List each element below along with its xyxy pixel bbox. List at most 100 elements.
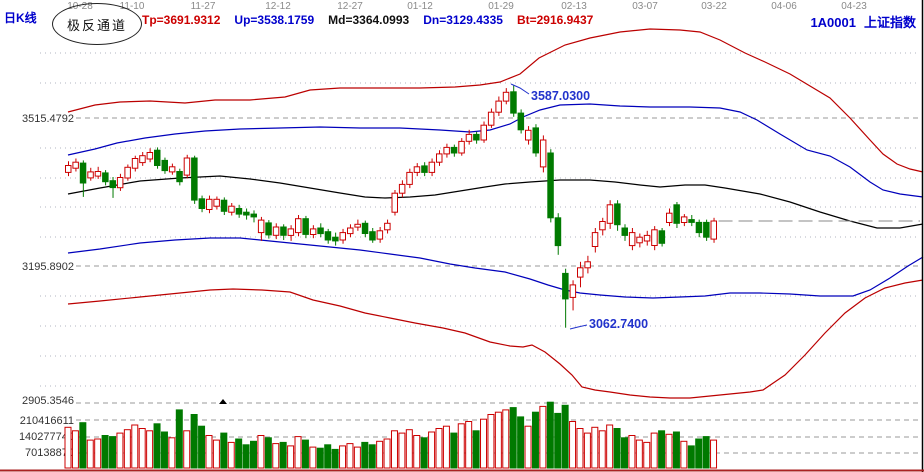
candle-body xyxy=(265,222,272,236)
band-md-line xyxy=(67,175,924,229)
volume-bar xyxy=(583,432,591,469)
volume-bar xyxy=(71,430,79,469)
candle-body xyxy=(539,139,547,168)
date-tick-label: 04-06 xyxy=(771,1,797,12)
volume-bar xyxy=(264,437,272,469)
candle-body xyxy=(562,272,569,300)
volume-bar xyxy=(390,430,398,469)
volume-bar xyxy=(643,441,651,469)
volume-bar xyxy=(606,424,614,469)
volume-bar xyxy=(287,445,295,469)
candle-body xyxy=(206,198,213,211)
date-axis: 10-28 11-10 11-27 12-12 12-27 01-12 01-29 02-13… xyxy=(0,0,924,12)
volume-bar xyxy=(309,446,317,469)
candle-body xyxy=(87,171,94,179)
symbol-box[interactable]: 1A0001 上证指数 xyxy=(802,12,916,31)
axis-label-bg xyxy=(6,413,76,426)
candle-body xyxy=(554,217,562,247)
volume-bar xyxy=(539,405,547,469)
candle-body xyxy=(421,165,428,173)
candle-body xyxy=(384,222,391,231)
period-label[interactable]: 日K线 xyxy=(4,11,37,25)
volume-bar xyxy=(205,435,213,469)
candle-body xyxy=(443,146,450,155)
volume-bar xyxy=(450,432,458,469)
axis-label-bg xyxy=(6,445,76,458)
band-dn-line xyxy=(67,237,924,299)
candle-body xyxy=(79,162,87,184)
volume-bar xyxy=(405,429,413,469)
volume-bar xyxy=(680,440,688,469)
volume-bar xyxy=(316,447,324,469)
candle-body xyxy=(599,221,606,231)
volume-bar xyxy=(101,435,109,469)
volume-bar xyxy=(650,432,658,469)
channel-indicator-badge[interactable]: 极反通道 xyxy=(52,3,142,45)
volume-bar xyxy=(212,439,220,469)
axis-label-bg xyxy=(6,393,76,406)
candle-body xyxy=(302,218,309,235)
volume-bar xyxy=(435,428,443,469)
marker-triangle xyxy=(219,399,227,404)
volume-bar xyxy=(591,426,599,469)
candle-body xyxy=(688,219,695,223)
volume-bar xyxy=(279,441,287,469)
volume-bar xyxy=(331,448,339,469)
candle-body xyxy=(450,146,458,154)
candle-body xyxy=(72,161,79,169)
date-tick-label: 03-07 xyxy=(632,1,658,12)
candle-body xyxy=(680,216,688,223)
annotation-high-pointer xyxy=(510,83,530,95)
volume-bar xyxy=(301,439,309,469)
volume-axis-label: 70138870 xyxy=(25,447,74,459)
volume-bar xyxy=(235,438,243,469)
candle-body xyxy=(369,231,376,241)
volume-bar xyxy=(227,441,235,469)
volume-bar xyxy=(353,446,361,469)
volume-bar xyxy=(457,423,465,469)
volume-bar xyxy=(153,423,161,469)
candle-body xyxy=(666,212,673,223)
volume-bar xyxy=(509,407,517,469)
candle-body xyxy=(198,198,206,210)
candle-body xyxy=(406,171,413,185)
indicator-param-1: Up=3538.1759 xyxy=(234,13,315,27)
candle-body xyxy=(413,166,421,173)
volume-bar xyxy=(361,441,369,469)
axis-label-bg xyxy=(6,429,76,442)
volume-bar xyxy=(339,445,347,469)
candle-body xyxy=(339,232,346,241)
date-tick-label: 12-27 xyxy=(337,1,363,12)
candle-body xyxy=(243,211,250,216)
volume-bar xyxy=(198,425,206,469)
channel-label: 极反通道 xyxy=(66,17,127,33)
candle-body xyxy=(436,153,443,163)
symbol-code: 1A0001 xyxy=(810,15,856,30)
candle-body xyxy=(621,227,628,236)
volume-bar xyxy=(376,440,384,469)
annotation-low-label: 3062.7400 xyxy=(589,317,648,331)
volume-bar xyxy=(86,439,94,469)
indicator-param-4: Bt=2916.9437 xyxy=(516,13,594,27)
volume-bar xyxy=(472,430,480,469)
volume-bar xyxy=(635,439,643,469)
candle-body xyxy=(473,133,480,141)
date-tick-label: 01-29 xyxy=(488,1,514,12)
band-up-line xyxy=(67,103,924,198)
indicator-param-0: Tp=3691.9312 xyxy=(142,13,221,27)
volume-bar xyxy=(420,437,428,469)
candle-body xyxy=(391,192,398,213)
volume-bar xyxy=(131,424,139,469)
volume-bar xyxy=(109,436,117,469)
candle-body xyxy=(228,205,235,213)
date-tick-label: 11-27 xyxy=(190,1,216,12)
volume-bar xyxy=(116,432,124,469)
candle-body xyxy=(317,227,324,235)
volume-bar xyxy=(576,428,584,469)
candle-body xyxy=(502,91,510,102)
candle-body xyxy=(65,165,72,173)
volume-bar xyxy=(598,430,606,469)
volume-axis-label: 140277740 xyxy=(19,431,74,443)
candle-body xyxy=(287,228,295,236)
